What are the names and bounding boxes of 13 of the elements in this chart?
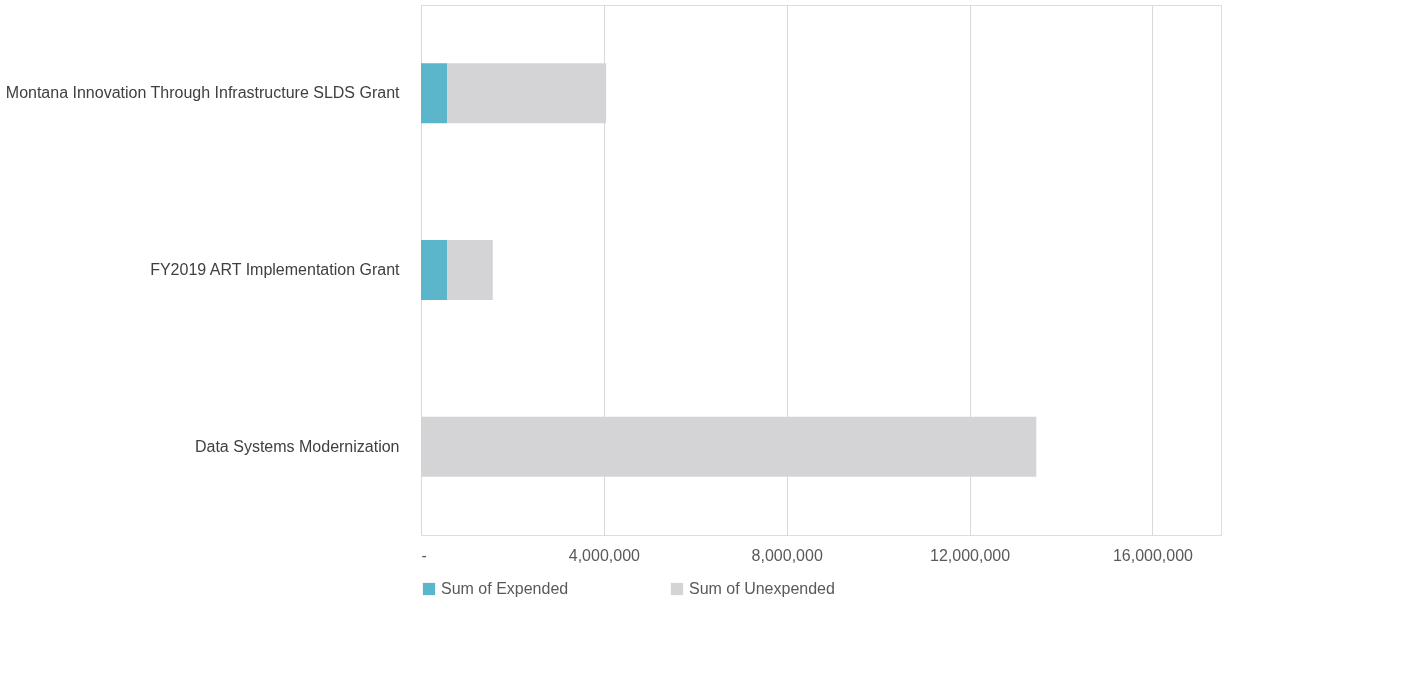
x-tick-label: -: [421, 546, 427, 564]
bar: [421, 63, 448, 124]
legend-label: Sum of Expended: [441, 580, 569, 597]
y-tick-label: Montana Innovation Through Infrastructure SLDS Grant: [5, 84, 401, 102]
bar: [447, 239, 493, 301]
y-tick-label: FY2019 ART Implementation Grant: [150, 261, 401, 278]
x-tick-label: 12,000,000: [930, 546, 1011, 564]
legend-label: Sum of Unexpended: [689, 580, 835, 597]
x-tick-label: 8,000,000: [751, 546, 823, 564]
x-tick-label: 4,000,000: [568, 546, 641, 564]
bar: [421, 239, 448, 301]
x-tick-label: 16,000,000: [1112, 546, 1194, 564]
y-tick-label: Data Systems Modernization: [194, 437, 400, 455]
